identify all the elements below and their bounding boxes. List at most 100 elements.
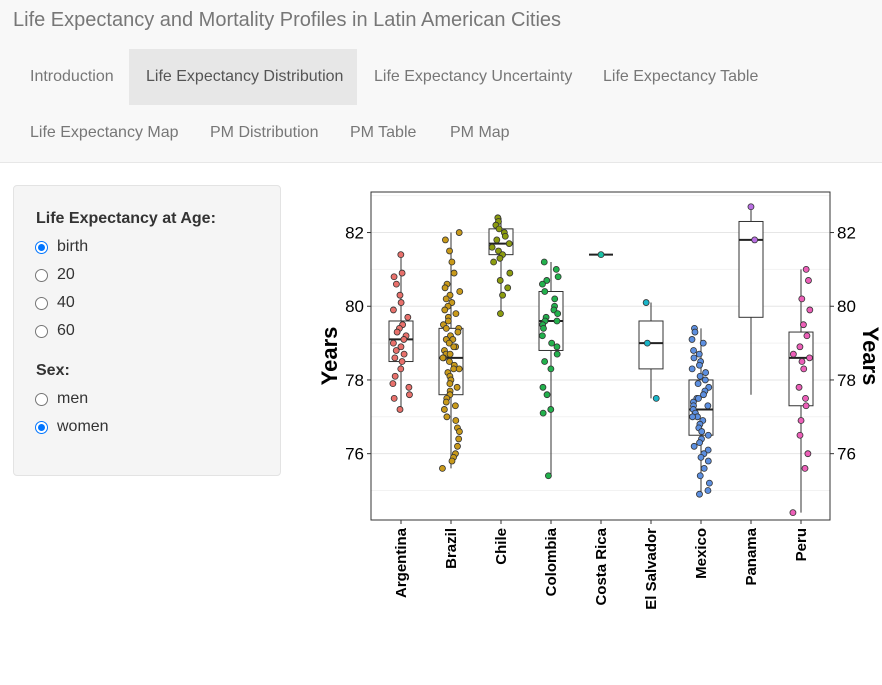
- data-point: [495, 225, 503, 233]
- data-point: [450, 269, 458, 277]
- data-point: [547, 365, 555, 373]
- data-point: [798, 358, 806, 365]
- tab-life-expectancy-uncertainty[interactable]: Life Expectancy Uncertainty: [374, 68, 573, 85]
- age-option-label: birth: [57, 238, 89, 255]
- data-point: [391, 372, 399, 380]
- navbar: Life Expectancy and Mortality Profiles i…: [0, 0, 882, 163]
- tab-introduction[interactable]: Introduction: [30, 68, 114, 85]
- data-point: [704, 487, 712, 494]
- sex-option-men[interactable]: men: [35, 389, 88, 409]
- data-point: [702, 369, 710, 376]
- tab-pm-distribution[interactable]: PM Distribution: [210, 124, 319, 141]
- data-point: [696, 361, 703, 369]
- age-option-20[interactable]: 20: [35, 265, 75, 285]
- data-point: [700, 465, 708, 472]
- data-point: [694, 380, 702, 388]
- data-point: [452, 417, 460, 424]
- data-point: [442, 398, 450, 406]
- radio-60[interactable]: [35, 324, 48, 338]
- data-point: [444, 317, 452, 325]
- y-tick-label-right: 82: [837, 224, 856, 243]
- data-point: [455, 435, 463, 443]
- data-point: [697, 453, 705, 461]
- data-point: [442, 324, 450, 332]
- data-point: [445, 339, 453, 347]
- tab-life-expectancy-map[interactable]: Life Expectancy Map: [30, 124, 179, 141]
- age-option-label: 20: [57, 266, 75, 283]
- sidebar-panel: Life Expectancy at Age: birth 20 40 60 S…: [13, 185, 281, 476]
- data-point: [539, 383, 547, 391]
- data-point: [704, 402, 712, 410]
- y-axis-title-right: Years: [858, 327, 882, 386]
- data-point: [539, 280, 546, 288]
- radio-birth[interactable]: [35, 240, 48, 254]
- data-point: [455, 229, 463, 236]
- data-point: [652, 394, 660, 402]
- age-option-birth[interactable]: birth: [35, 237, 88, 257]
- data-point: [452, 310, 460, 318]
- data-point: [688, 365, 696, 373]
- sex-option-label: men: [57, 390, 89, 407]
- app-title: Life Expectancy and Mortality Profiles i…: [13, 9, 562, 31]
- data-point: [390, 394, 398, 402]
- radio-men[interactable]: [35, 392, 48, 406]
- data-point: [538, 332, 546, 340]
- tab-pm-map[interactable]: PM Map: [450, 124, 510, 141]
- data-point: [499, 291, 506, 299]
- data-point: [501, 232, 509, 240]
- y-axis-title-left: Years: [317, 327, 342, 386]
- data-point: [688, 336, 696, 343]
- data-point: [802, 394, 809, 402]
- data-point: [803, 332, 811, 340]
- data-point: [541, 288, 549, 295]
- data-point: [553, 350, 561, 358]
- data-point: [540, 258, 548, 266]
- data-point: [504, 284, 512, 292]
- data-point: [802, 265, 810, 273]
- sex-option-label: women: [57, 418, 109, 435]
- data-point: [704, 431, 712, 439]
- data-point: [396, 406, 404, 413]
- data-point: [690, 347, 697, 354]
- tab-life-expectancy-table[interactable]: Life Expectancy Table: [603, 68, 759, 85]
- sex-option-women[interactable]: women: [35, 417, 109, 437]
- data-point: [553, 343, 561, 351]
- data-point: [551, 295, 559, 303]
- data-point: [800, 365, 808, 373]
- data-point: [706, 479, 713, 487]
- box-iqr: [738, 220, 764, 318]
- y-tick-label-left: 76: [345, 445, 364, 464]
- data-point: [393, 328, 401, 336]
- data-point: [442, 295, 450, 303]
- data-point: [806, 354, 813, 362]
- data-point: [747, 203, 755, 211]
- tab-pm-table[interactable]: PM Table: [350, 124, 417, 141]
- tab-life-expectancy-distribution[interactable]: Life Expectancy Distribution: [129, 49, 357, 105]
- data-point: [690, 442, 698, 450]
- age-option-label: 60: [57, 322, 75, 339]
- data-point: [545, 472, 552, 480]
- data-point: [439, 465, 446, 472]
- data-point: [642, 299, 650, 306]
- age-option-40[interactable]: 40: [35, 293, 75, 313]
- data-point: [397, 251, 405, 259]
- data-point: [446, 380, 454, 388]
- radio-20[interactable]: [35, 268, 48, 282]
- data-point: [446, 358, 453, 365]
- data-point: [455, 365, 463, 373]
- data-point: [441, 306, 449, 314]
- data-point: [505, 240, 513, 247]
- data-point: [454, 442, 461, 450]
- data-point: [493, 236, 501, 244]
- data-point: [456, 428, 463, 435]
- data-point: [441, 284, 449, 292]
- data-point: [704, 446, 712, 454]
- radio-women[interactable]: [35, 420, 48, 434]
- data-point: [443, 413, 451, 421]
- age-option-60[interactable]: 60: [35, 321, 75, 341]
- data-point: [798, 295, 806, 303]
- data-point: [689, 413, 696, 421]
- data-point: [695, 394, 702, 402]
- data-point: [440, 406, 448, 413]
- radio-40[interactable]: [35, 296, 48, 310]
